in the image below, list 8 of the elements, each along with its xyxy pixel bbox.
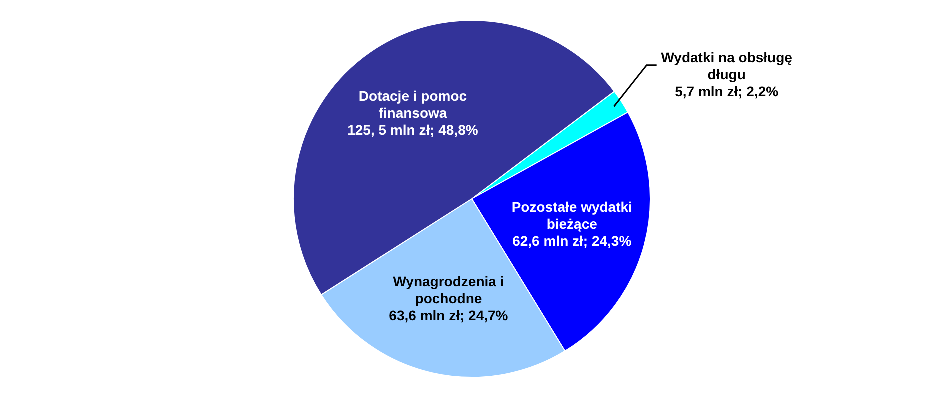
slice-label: Wynagrodzenia i pochodne — [393, 274, 504, 307]
slice-label: Pozostałe wydatki bieżące — [512, 199, 632, 232]
slice-label: Wydatki na obsługę długu — [661, 49, 793, 82]
data-label: 5,7 mln zł; 2,2% — [675, 83, 780, 100]
data-label: 63,6 mln zł; 24,7% — [389, 308, 509, 324]
data-label: 62,6 mln zł; 24,3% — [512, 233, 632, 250]
slice-label: Dotacje i pomoc finansowa — [358, 88, 468, 121]
data-label: 125, 5 mln zł; 48,8% — [348, 122, 479, 138]
